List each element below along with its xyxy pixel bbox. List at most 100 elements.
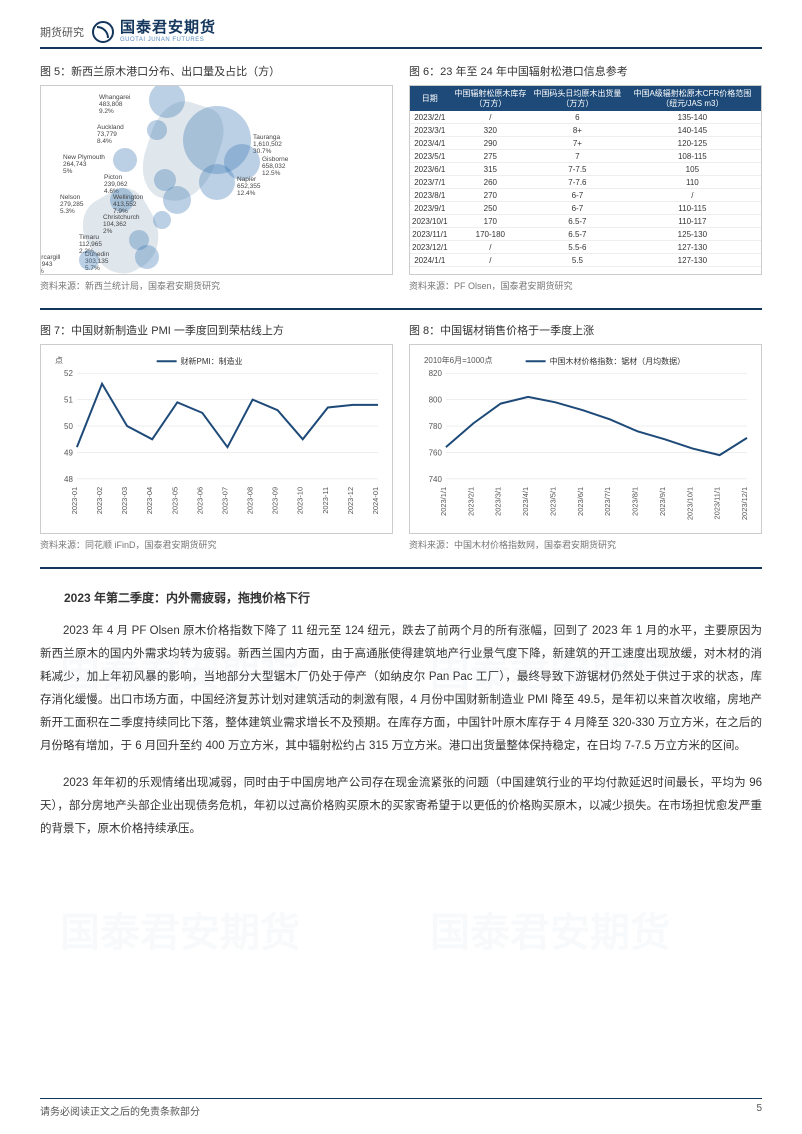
table-cell: 250 [450, 202, 531, 215]
table-cell: 110-115 [624, 202, 761, 215]
chart-7-title: 图 7：中国财新制造业 PMI 一季度回到荣枯线上方 [40, 322, 393, 338]
svg-text:2023/5/1: 2023/5/1 [548, 487, 557, 516]
table-cell: 127-130 [624, 241, 761, 254]
table-cell: 2023/8/1 [410, 189, 450, 202]
page-footer: 请务必阅读正文之后的免责条款部分 5 [40, 1098, 762, 1118]
table-cell: 2023/11/1 [410, 228, 450, 241]
header-category: 期货研究 [40, 24, 84, 40]
port-bubble [153, 211, 171, 229]
chart-8-title: 图 8：中国锯材销售价格于一季度上涨 [409, 322, 762, 338]
logo-sub: GUOTAI JUNAN FUTURES [120, 37, 216, 44]
svg-text:50: 50 [64, 422, 73, 431]
svg-text:2023/11/1: 2023/11/1 [713, 487, 722, 520]
table-row: 2023/5/12757108-115 [410, 150, 761, 163]
table-cell: 2023/9/1 [410, 202, 450, 215]
svg-text:52: 52 [64, 369, 73, 378]
svg-text:2023/10/1: 2023/10/1 [685, 487, 694, 520]
page-header: 期货研究 国泰君安期货 GUOTAI JUNAN FUTURES [40, 20, 762, 49]
chart-8: 图 8：中国锯材销售价格于一季度上涨 2010年6月=1000点 中国木材价格指数… [409, 322, 762, 551]
chart-5-title: 图 5：新西兰原木港口分布、出口量及占比（方） [40, 63, 393, 79]
table-row: 2023/4/12907+120-125 [410, 137, 761, 150]
table-row: 2023/7/12607-7.6110 [410, 176, 761, 189]
table-cell: 6-7 [531, 202, 624, 215]
table-cell: 275 [450, 150, 531, 163]
svg-text:2024-01: 2024-01 [371, 487, 380, 514]
table-cell: 320 [450, 124, 531, 137]
svg-text:2023-05: 2023-05 [170, 487, 179, 514]
svg-text:51: 51 [64, 396, 73, 405]
table-cell: 7 [531, 150, 624, 163]
svg-text:2023/7/1: 2023/7/1 [603, 487, 612, 516]
table-row: 2023/9/12506-7110-115 [410, 202, 761, 215]
table-row: 2023/2/1/6135-140 [410, 111, 761, 124]
svg-text:2023-04: 2023-04 [145, 487, 154, 514]
table-cell: 170 [450, 215, 531, 228]
svg-text:2023-10: 2023-10 [296, 487, 305, 514]
table-cell: 2023/6/1 [410, 163, 450, 176]
table-cell: 170-180 [450, 228, 531, 241]
table-row: 2023/8/12706-7/ [410, 189, 761, 202]
svg-text:财新PMI：制造业: 财新PMI：制造业 [181, 356, 243, 366]
chart-6-title: 图 6：23 年至 24 年中国辐射松港口信息参考 [409, 63, 762, 79]
chart-7-source: 资料来源：同花顺 iFinD，国泰君安期货研究 [40, 538, 393, 551]
svg-text:2023-03: 2023-03 [120, 487, 129, 514]
table-header: 中国A级辐射松原木CFR价格范围（纽元/JAS m3） [624, 86, 761, 111]
table-cell: 2023/10/1 [410, 215, 450, 228]
svg-text:中国木材价格指数：锯材（月均数据）: 中国木材价格指数：锯材（月均数据） [550, 356, 685, 366]
table-header: 中国码头日均原木出货量（万方） [531, 86, 624, 111]
table-cell: / [450, 111, 531, 124]
table-row: 2023/6/13157-7.5105 [410, 163, 761, 176]
logo-main: 国泰君安期货 [120, 20, 216, 37]
chart-8-source: 资料来源：中国木材价格指数网，国泰君安期货研究 [409, 538, 762, 551]
svg-text:点: 点 [55, 356, 63, 365]
table-cell: 2023/2/1 [410, 111, 450, 124]
svg-text:48: 48 [64, 475, 73, 484]
port-label: Auckland73,7798.4% [97, 124, 124, 145]
svg-text:2023/4/1: 2023/4/1 [521, 487, 530, 516]
port-label: Napier652,35512.4% [237, 176, 261, 197]
table-cell: 6.5-7 [531, 215, 624, 228]
svg-text:820: 820 [429, 369, 443, 378]
table-row: 2023/3/13208+140-145 [410, 124, 761, 137]
table-cell: 270 [450, 189, 531, 202]
svg-text:2023-09: 2023-09 [271, 487, 280, 514]
table-cell: 127-130 [624, 254, 761, 267]
svg-text:2010年6月=1000点: 2010年6月=1000点 [424, 355, 492, 365]
chart-6-source: 资料来源：PF Olsen，国泰君安期货研究 [409, 279, 762, 292]
svg-text:2023-02: 2023-02 [95, 487, 104, 514]
svg-text:760: 760 [429, 449, 443, 458]
table-row: 2023/11/1170-1806.5-7125-130 [410, 228, 761, 241]
table-cell: 120-125 [624, 137, 761, 150]
table-cell: 5.5 [531, 254, 624, 267]
port-label: Wellington413,5527.9% [113, 194, 143, 215]
port-bubble [79, 250, 99, 270]
svg-text:2023-07: 2023-07 [220, 487, 229, 514]
chart-5-body: Whangarei483,8089.2%Auckland73,7798.4%Ta… [40, 85, 393, 275]
svg-text:800: 800 [429, 396, 443, 405]
table-cell: 7-7.6 [531, 176, 624, 189]
table-cell: 7+ [531, 137, 624, 150]
chart-5-source: 资料来源：新西兰统计局，国泰君安期货研究 [40, 279, 393, 292]
table-cell: 5.5-6 [531, 241, 624, 254]
divider-2 [40, 567, 762, 569]
table-cell: 2023/3/1 [410, 124, 450, 137]
svg-text:2023/1/1: 2023/1/1 [439, 487, 448, 516]
svg-text:2023-08: 2023-08 [246, 487, 255, 514]
body-paragraph-2: 2023 年年初的乐观情绪出现减弱，同时由于中国房地产公司存在现金流紧张的问题（… [40, 772, 762, 841]
svg-text:2023-06: 2023-06 [195, 487, 204, 514]
port-bubble [199, 164, 235, 200]
svg-text:2023-11: 2023-11 [321, 487, 330, 514]
port-label: Gisborne658,03212.5% [262, 156, 288, 177]
svg-text:2023/6/1: 2023/6/1 [576, 487, 585, 516]
table-cell: 2024/1/1 [410, 254, 450, 267]
logo-icon [92, 21, 114, 43]
chart-6-body: 日期中国辐射松原木库存（万方）中国码头日均原木出货量（万方）中国A级辐射松原木C… [409, 85, 762, 275]
port-bubble [113, 148, 137, 172]
table-cell: 6-7 [531, 189, 624, 202]
table-cell: 135-140 [624, 111, 761, 124]
table-header: 日期 [410, 86, 450, 111]
table-cell: 125-130 [624, 228, 761, 241]
table-cell: 315 [450, 163, 531, 176]
table-cell: 140-145 [624, 124, 761, 137]
table-cell: 2023/7/1 [410, 176, 450, 189]
